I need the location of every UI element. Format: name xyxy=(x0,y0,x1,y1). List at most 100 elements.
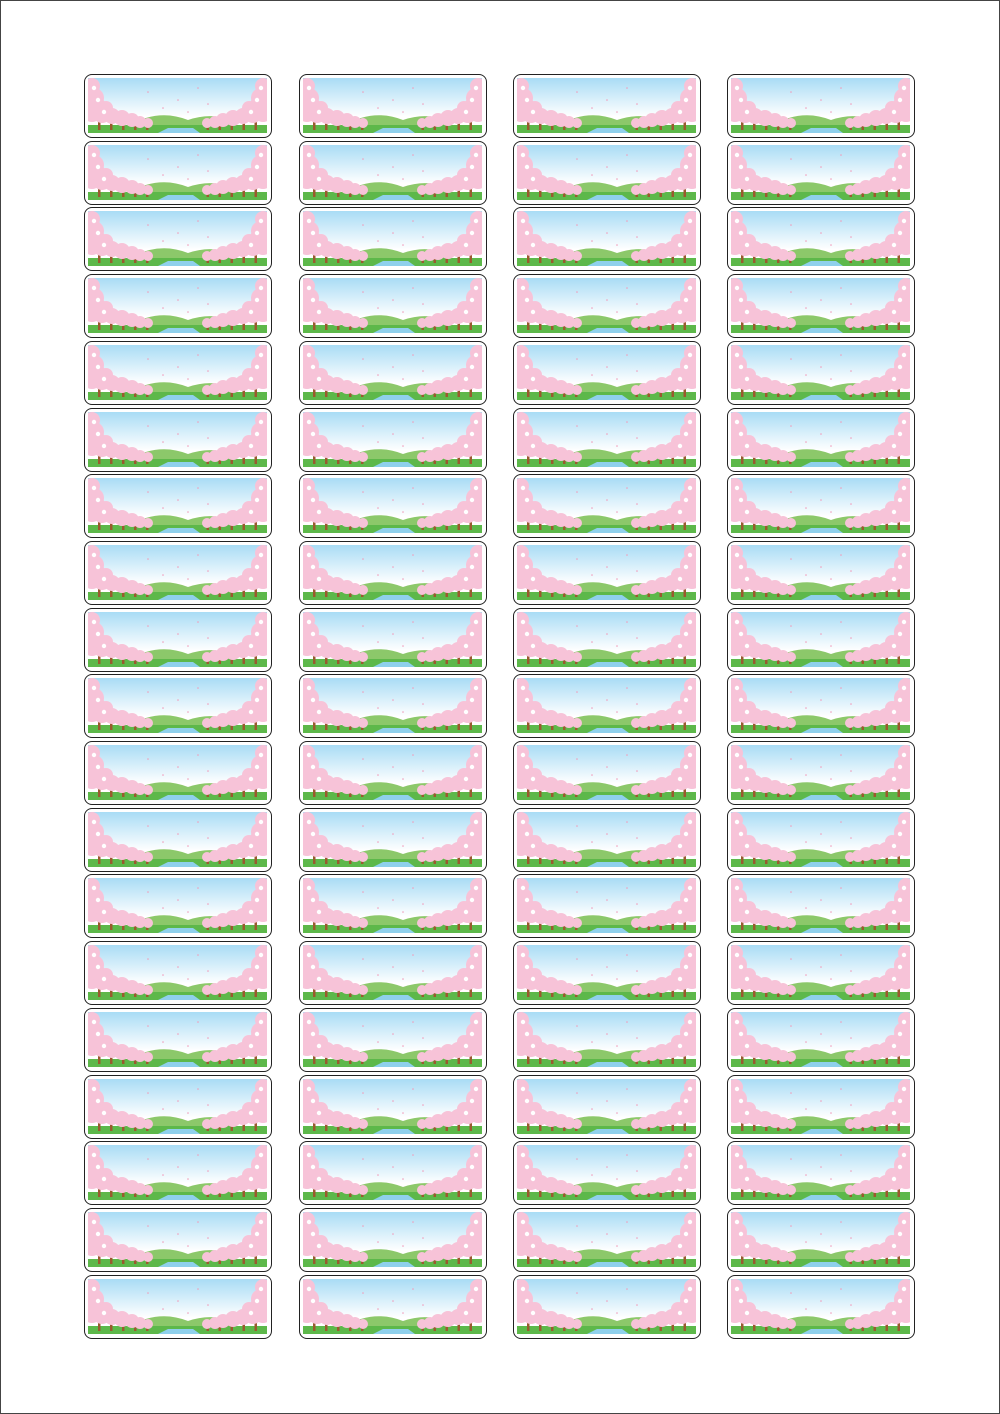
label xyxy=(513,1074,701,1139)
label xyxy=(299,1141,487,1206)
cherry-blossom-illustration xyxy=(88,811,267,867)
cherry-blossom-illustration xyxy=(731,1078,910,1134)
cherry-blossom-illustration xyxy=(517,1145,696,1201)
cherry-blossom-illustration xyxy=(88,611,267,667)
label xyxy=(513,1007,701,1072)
label xyxy=(84,807,272,872)
cherry-blossom-illustration xyxy=(517,678,696,734)
label xyxy=(727,274,915,339)
label xyxy=(513,1274,701,1339)
cherry-blossom-illustration xyxy=(731,144,910,200)
label xyxy=(84,674,272,739)
label xyxy=(299,607,487,672)
label xyxy=(299,674,487,739)
label xyxy=(727,140,915,205)
cherry-blossom-illustration xyxy=(303,1011,482,1067)
label xyxy=(727,540,915,605)
cherry-blossom-illustration xyxy=(88,945,267,1001)
label xyxy=(84,1274,272,1339)
cherry-blossom-illustration xyxy=(731,1145,910,1201)
cherry-blossom-illustration xyxy=(517,144,696,200)
label xyxy=(299,474,487,539)
cherry-blossom-illustration xyxy=(88,678,267,734)
label xyxy=(84,1207,272,1272)
cherry-blossom-illustration xyxy=(88,745,267,800)
cherry-blossom-illustration xyxy=(303,811,482,867)
cherry-blossom-illustration xyxy=(517,78,696,133)
label xyxy=(727,674,915,739)
cherry-blossom-illustration xyxy=(88,1211,267,1267)
label xyxy=(727,1207,915,1272)
cherry-blossom-illustration xyxy=(303,878,482,934)
label xyxy=(513,207,701,272)
label xyxy=(84,607,272,672)
cherry-blossom-illustration xyxy=(731,211,910,267)
cherry-blossom-illustration xyxy=(88,411,267,467)
label xyxy=(727,874,915,939)
label xyxy=(513,674,701,739)
cherry-blossom-illustration xyxy=(731,1211,910,1267)
label xyxy=(513,274,701,339)
label xyxy=(513,607,701,672)
label xyxy=(299,1274,487,1339)
label xyxy=(299,274,487,339)
label xyxy=(727,941,915,1006)
cherry-blossom-illustration xyxy=(88,1278,267,1334)
label xyxy=(84,407,272,472)
label xyxy=(299,1007,487,1072)
cherry-blossom-illustration xyxy=(303,1211,482,1267)
label xyxy=(299,1074,487,1139)
cherry-blossom-illustration xyxy=(303,211,482,267)
cherry-blossom-illustration xyxy=(303,544,482,600)
label xyxy=(727,407,915,472)
cherry-blossom-illustration xyxy=(88,1145,267,1201)
label xyxy=(513,874,701,939)
cherry-blossom-illustration xyxy=(303,1278,482,1334)
label xyxy=(84,74,272,138)
label xyxy=(299,941,487,1006)
label-grid xyxy=(84,74,918,1342)
cherry-blossom-illustration xyxy=(88,878,267,934)
cherry-blossom-illustration xyxy=(731,878,910,934)
cherry-blossom-illustration xyxy=(517,278,696,334)
cherry-blossom-illustration xyxy=(731,544,910,600)
cherry-blossom-illustration xyxy=(517,211,696,267)
cherry-blossom-illustration xyxy=(88,1011,267,1067)
label xyxy=(513,1141,701,1206)
label xyxy=(299,74,487,138)
label xyxy=(727,1141,915,1206)
label xyxy=(513,1207,701,1272)
cherry-blossom-illustration xyxy=(303,78,482,133)
cherry-blossom-illustration xyxy=(88,478,267,534)
label xyxy=(727,807,915,872)
cherry-blossom-illustration xyxy=(731,1011,910,1067)
cherry-blossom-illustration xyxy=(517,1078,696,1134)
label xyxy=(84,941,272,1006)
label xyxy=(299,874,487,939)
cherry-blossom-illustration xyxy=(517,1011,696,1067)
cherry-blossom-illustration xyxy=(517,878,696,934)
label xyxy=(299,807,487,872)
cherry-blossom-illustration xyxy=(303,411,482,467)
cherry-blossom-illustration xyxy=(303,478,482,534)
cherry-blossom-illustration xyxy=(731,745,910,800)
label xyxy=(84,874,272,939)
cherry-blossom-illustration xyxy=(731,278,910,334)
label xyxy=(84,1141,272,1206)
cherry-blossom-illustration xyxy=(88,78,267,133)
cherry-blossom-illustration xyxy=(731,344,910,400)
label xyxy=(513,140,701,205)
cherry-blossom-illustration xyxy=(731,411,910,467)
cherry-blossom-illustration xyxy=(303,144,482,200)
cherry-blossom-illustration xyxy=(517,344,696,400)
label xyxy=(513,807,701,872)
cherry-blossom-illustration xyxy=(303,611,482,667)
label xyxy=(299,540,487,605)
cherry-blossom-illustration xyxy=(731,478,910,534)
cherry-blossom-illustration xyxy=(303,678,482,734)
cherry-blossom-illustration xyxy=(517,1211,696,1267)
cherry-blossom-illustration xyxy=(731,678,910,734)
label xyxy=(299,407,487,472)
label xyxy=(299,340,487,405)
